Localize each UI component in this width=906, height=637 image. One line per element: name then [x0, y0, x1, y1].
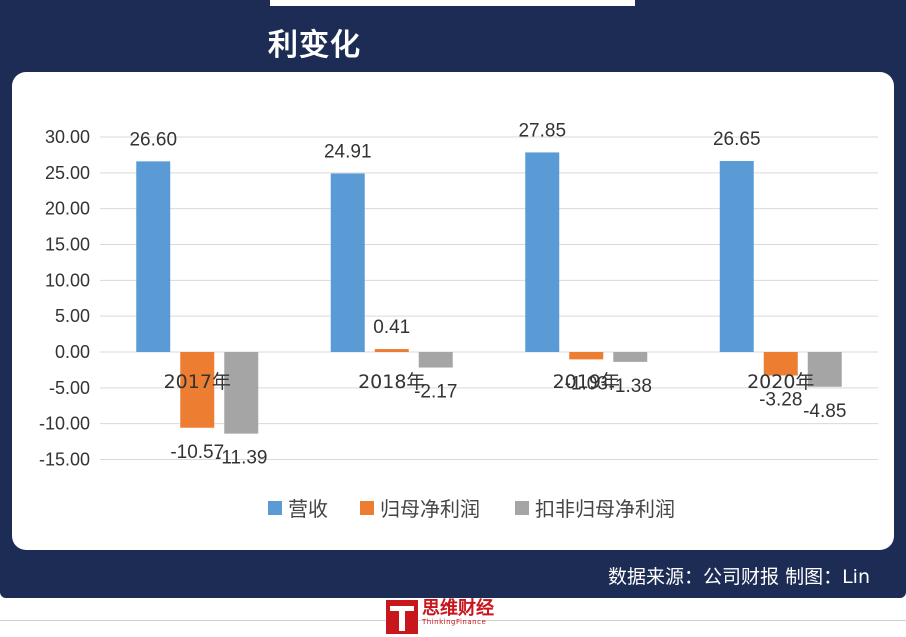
category-label: 2018年	[358, 371, 425, 393]
y-tick-label: -5.00	[49, 378, 90, 398]
legend-label: 营收	[288, 497, 328, 521]
y-axis-ticks: 30.00 25.00 20.00 15.00 10.00 5.00 0.00 -5.00 -1…	[39, 127, 90, 470]
legend-swatch	[268, 501, 282, 515]
y-tick-label: 30.00	[45, 127, 90, 147]
bar-0-0	[136, 161, 171, 352]
bar-2-1	[418, 352, 453, 368]
bars	[136, 152, 842, 434]
data-label: 26.60	[129, 129, 177, 150]
data-label: 27.85	[518, 120, 566, 141]
y-tick-label: 15.00	[45, 235, 90, 255]
logo-mark-icon	[386, 600, 418, 634]
data-label: -1.38	[609, 376, 652, 397]
bar-1-1	[374, 349, 409, 352]
category-labels: 2017年 2018年 2019年 2020年	[164, 371, 815, 393]
legend-swatch	[360, 501, 374, 515]
title-bar	[0, 0, 906, 70]
brand-logo: 思维财经 ThinkingFinance	[386, 600, 494, 637]
category-label: 2019年	[553, 371, 620, 393]
legend-swatch	[515, 501, 529, 515]
legend-label: 扣非归母净利润	[535, 497, 675, 521]
bar-1-0	[180, 352, 215, 428]
data-label: -1.03	[565, 373, 608, 394]
data-label: -2.17	[414, 382, 457, 403]
data-label: -4.85	[803, 401, 846, 422]
data-label: 26.65	[713, 129, 761, 150]
title-cutout	[270, 0, 635, 6]
data-labels: 26.60 -10.57-11.39 24.91 0.41 -2.17 27.85 -1.0…	[129, 120, 846, 468]
bar-chart: 30.00 25.00 20.00 15.00 10.00 5.00 0.00 -5.00 -1…	[39, 120, 878, 521]
legend-label: 归母净利润	[380, 497, 480, 521]
bar-2-2	[613, 352, 648, 362]
bar-0-3	[719, 161, 754, 352]
y-tick-label: 0.00	[55, 342, 90, 362]
page-title: 利变化	[268, 28, 361, 63]
bar-0-1	[330, 173, 365, 352]
data-label: -3.28	[759, 390, 802, 411]
logo-name: 思维财经	[422, 598, 494, 619]
data-label: 0.41	[373, 317, 410, 338]
bar-1-3	[763, 352, 798, 376]
y-tick-label: -15.00	[39, 450, 90, 470]
data-label: -10.57	[170, 442, 224, 463]
bar-0-2	[525, 152, 560, 352]
source-note: 数据来源：公司财报 制图：Lin	[608, 566, 870, 588]
y-tick-label: 5.00	[55, 306, 90, 326]
grid-lines	[100, 136, 878, 460]
bottom-divider	[0, 620, 906, 621]
logo-subtitle: ThinkingFinance	[422, 618, 487, 626]
data-label: 24.91	[324, 141, 372, 162]
category-label: 2020年	[747, 371, 814, 393]
y-tick-label: -10.00	[39, 414, 90, 434]
y-tick-label: 10.00	[45, 270, 90, 290]
legend: 营收 归母净利润 扣非归母净利润	[268, 497, 675, 521]
bar-2-0	[224, 352, 259, 434]
category-label: 2017年	[164, 371, 231, 393]
data-label: -11.39	[215, 448, 267, 469]
bar-2-3	[807, 352, 842, 387]
y-tick-label: 25.00	[45, 163, 90, 183]
bar-1-2	[569, 352, 604, 360]
y-tick-label: 20.00	[45, 199, 90, 219]
